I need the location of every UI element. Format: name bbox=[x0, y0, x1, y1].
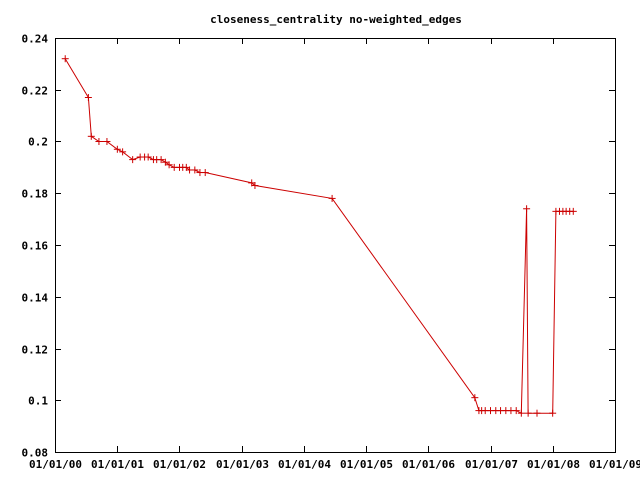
series-line bbox=[64, 58, 574, 415]
x-tick-label: 01/01/00 bbox=[29, 458, 82, 471]
y-tick-label: 0.18 bbox=[22, 188, 49, 201]
x-axis: 01/01/00 01/01/01 01/01/02 01/01/03 01/01/04… bbox=[29, 38, 640, 471]
y-tick-label: 0.24 bbox=[22, 33, 49, 46]
x-tick-label: 01/01/03 bbox=[216, 458, 269, 471]
x-tick-label: 01/01/05 bbox=[340, 458, 393, 471]
plot-frame bbox=[55, 38, 616, 453]
data-point bbox=[328, 194, 336, 202]
x-tick-label: 01/01/01 bbox=[91, 458, 144, 471]
data-point bbox=[157, 156, 165, 164]
series-points bbox=[61, 55, 577, 417]
data-point bbox=[165, 161, 173, 169]
y-tick-label: 0.08 bbox=[22, 447, 49, 460]
data-point bbox=[103, 138, 111, 145]
data-point bbox=[129, 156, 137, 164]
data-point bbox=[119, 148, 127, 156]
data-point bbox=[95, 138, 103, 145]
data-point bbox=[471, 394, 479, 402]
y-tick-label: 0.12 bbox=[22, 344, 49, 357]
x-tick-label: 01/01/08 bbox=[527, 458, 580, 471]
y-axis: 0.08 0.1 0.12 0.14 0.16 0.18 0.2 0.22 0.24 bbox=[22, 33, 615, 460]
data-point bbox=[512, 407, 520, 415]
x-tick-label: 01/01/09 bbox=[589, 458, 640, 471]
data-point bbox=[533, 409, 541, 417]
data-point bbox=[201, 169, 209, 177]
data-point bbox=[251, 181, 259, 189]
data-point bbox=[84, 94, 92, 102]
data-point bbox=[517, 409, 525, 417]
x-tick-label: 01/01/02 bbox=[153, 458, 206, 471]
data-point bbox=[549, 409, 557, 417]
data-point bbox=[523, 205, 531, 213]
data-point bbox=[191, 166, 199, 174]
data-point bbox=[87, 132, 95, 140]
data-point bbox=[161, 158, 169, 166]
data-point bbox=[113, 145, 121, 153]
data-point bbox=[61, 55, 69, 63]
y-tick-label: 0.2 bbox=[28, 136, 48, 149]
x-tick-label: 01/01/04 bbox=[278, 458, 331, 471]
y-tick-label: 0.22 bbox=[22, 85, 49, 98]
data-point bbox=[144, 153, 152, 161]
data-point bbox=[569, 207, 577, 215]
x-tick-label: 01/01/07 bbox=[465, 458, 518, 471]
y-tick-label: 0.14 bbox=[22, 292, 49, 305]
y-tick-label: 0.1 bbox=[28, 395, 48, 408]
chart-title: closeness_centrality no-weighted_edges bbox=[210, 13, 462, 26]
data-point bbox=[524, 409, 532, 417]
y-tick-label: 0.16 bbox=[22, 240, 49, 253]
x-tick-label: 01/01/06 bbox=[402, 458, 455, 471]
